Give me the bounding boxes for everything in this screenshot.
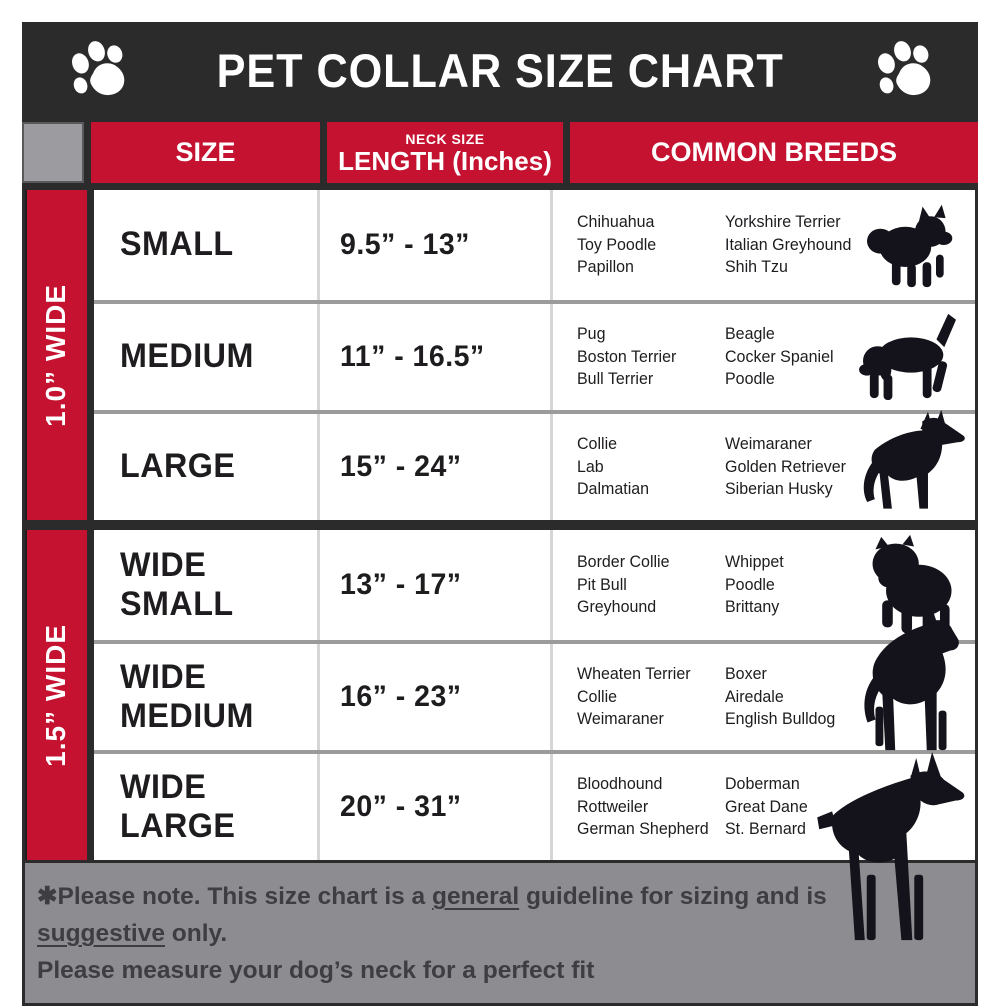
paw-print-icon xyxy=(877,41,931,96)
table-row-small: SMALL 9.5” - 13” Chihuahua Toy Poodle Pa… xyxy=(94,190,975,300)
fluffy-toy-dog-silhouette-icon xyxy=(867,204,953,288)
paw-print-icon xyxy=(72,41,125,96)
breed-name: Yorkshire Terrier xyxy=(725,213,841,232)
section-divider xyxy=(25,520,975,530)
breed-name: Beagle xyxy=(725,325,775,344)
breed-name: Border Collie xyxy=(577,553,670,572)
corner-cell xyxy=(22,122,84,183)
underlined-word: general xyxy=(432,883,520,910)
neck-range: 16” - 23” xyxy=(340,680,462,713)
neck-range: 13” - 17” xyxy=(340,568,462,601)
side-strip-label: 1.0” WIDE xyxy=(40,283,71,427)
common-breeds-label: COMMON BREEDS xyxy=(650,137,897,167)
breed-name: Italian Greyhound xyxy=(725,235,852,254)
pit-bull-silhouette-icon xyxy=(864,610,959,751)
breed-name: Dalmatian xyxy=(577,480,650,499)
breed-name: Golden Retriever xyxy=(725,457,846,476)
column-header-common-breeds: COMMON BREEDS xyxy=(570,122,978,183)
breed-name: Pit Bull xyxy=(577,575,627,594)
length-inches-label: LENGTH (Inches) xyxy=(338,145,552,176)
table-row-wide-medium: WIDE MEDIUM 16” - 23” Wheaten Terrier Co… xyxy=(94,610,975,751)
breed-name: Toy Poodle xyxy=(577,235,657,254)
german-shepherd-silhouette-icon xyxy=(863,409,965,509)
size-label: WIDE LARGE xyxy=(120,767,236,845)
breed-name: Siberian Husky xyxy=(725,480,833,499)
side-strip-label: 1.5” WIDE xyxy=(40,623,71,767)
disclaimer-line-2: Please measure your dog’s neck for a per… xyxy=(37,956,595,984)
column-header-size-label: SIZE xyxy=(175,137,236,167)
breed-name: Rottweiler xyxy=(577,797,649,816)
breed-name: Cocker Spaniel xyxy=(725,347,834,366)
beagle-silhouette-icon xyxy=(859,313,957,401)
table-row-large: LARGE 15” - 24” Collie Lab Dalmatian xyxy=(94,409,975,520)
breed-name: German Shepherd xyxy=(577,820,709,839)
disclaimer-line-1: ✱Please note. This size chart is a gener… xyxy=(37,883,834,947)
breed-name: Boston Terrier xyxy=(577,347,677,366)
disclaimer-footer: ✱Please note. This size chart is a gener… xyxy=(25,860,975,1006)
breed-name: Boxer xyxy=(725,665,767,684)
breed-name: St. Bernard xyxy=(725,820,806,839)
side-strip-1-0-wide: 1.0” WIDE xyxy=(25,190,94,520)
size-table: 1.0” WIDE SMALL 9.5” - 13” Chihuahua xyxy=(22,190,978,1006)
breed-name: Collie xyxy=(577,435,618,454)
column-header-neck-length: NECK SIZE LENGTH (Inches) xyxy=(327,122,563,183)
size-label: LARGE xyxy=(120,447,236,486)
table-row-wide-large: WIDE LARGE 20” - 31” Bloodhound Rottweil… xyxy=(94,750,975,941)
breed-name: Greyhound xyxy=(577,598,657,617)
breed-name: Weimaraner xyxy=(577,710,664,729)
breed-name: Wheaten Terrier xyxy=(577,665,691,684)
breed-name: Lab xyxy=(577,457,604,476)
breed-name: Pug xyxy=(577,325,606,344)
column-header-row: SIZE NECK SIZE LENGTH (Inches) COMMON BR… xyxy=(22,118,978,190)
breed-name: Brittany xyxy=(725,598,780,617)
side-strip-1-5-wide: 1.5” WIDE xyxy=(25,530,94,860)
asterisk-icon: ✱ xyxy=(37,883,58,910)
breed-name: Shih Tzu xyxy=(725,258,788,277)
size-label: WIDE MEDIUM xyxy=(120,657,254,735)
section-1-5-wide: 1.5” WIDE WIDE SMALL 13” - 17” Border Co… xyxy=(25,530,975,941)
underlined-word: suggestive xyxy=(37,919,165,947)
breed-name: English Bulldog xyxy=(725,710,836,729)
neck-range: 9.5” - 13” xyxy=(340,228,470,261)
breed-name: Poodle xyxy=(725,575,775,594)
table-row-wide-small: WIDE SMALL 13” - 17” Border Collie Pit B… xyxy=(94,530,975,640)
section-1-0-wide: 1.0” WIDE SMALL 9.5” - 13” Chihuahua xyxy=(25,190,975,520)
breed-name: Airedale xyxy=(725,687,784,706)
breed-name: Bloodhound xyxy=(577,775,663,794)
page-title: PET COLLAR SIZE CHART xyxy=(216,43,784,97)
title-band: PET COLLAR SIZE CHART xyxy=(22,22,978,118)
neck-range: 11” - 16.5” xyxy=(340,340,485,373)
bulldog-silhouette-icon xyxy=(872,534,952,634)
size-label: WIDE SMALL xyxy=(120,545,234,623)
neck-size-sublabel: NECK SIZE xyxy=(405,130,485,147)
breed-name: Whippet xyxy=(725,553,784,572)
breed-name: Collie xyxy=(577,687,618,706)
neck-range: 15” - 24” xyxy=(340,450,462,483)
breed-name: Poodle xyxy=(725,370,775,389)
breed-name: Papillon xyxy=(577,258,634,277)
doberman-silhouette-icon xyxy=(817,752,965,941)
neck-range: 20” - 31” xyxy=(340,790,462,823)
size-label: MEDIUM xyxy=(120,337,254,376)
column-header-size: SIZE xyxy=(91,122,320,183)
breed-name: Great Dane xyxy=(725,797,808,816)
table-row-medium: MEDIUM 11” - 16.5” Pug Boston Terrier Bu… xyxy=(94,300,975,410)
breed-name: Doberman xyxy=(725,775,800,794)
breed-name: Chihuahua xyxy=(577,213,655,232)
breed-name: Bull Terrier xyxy=(577,370,654,389)
size-label: SMALL xyxy=(120,225,234,264)
breed-name: Weimaraner xyxy=(725,435,812,454)
size-chart: PET COLLAR SIZE CHART SIZE NECK SIZE LEN… xyxy=(22,22,978,1006)
